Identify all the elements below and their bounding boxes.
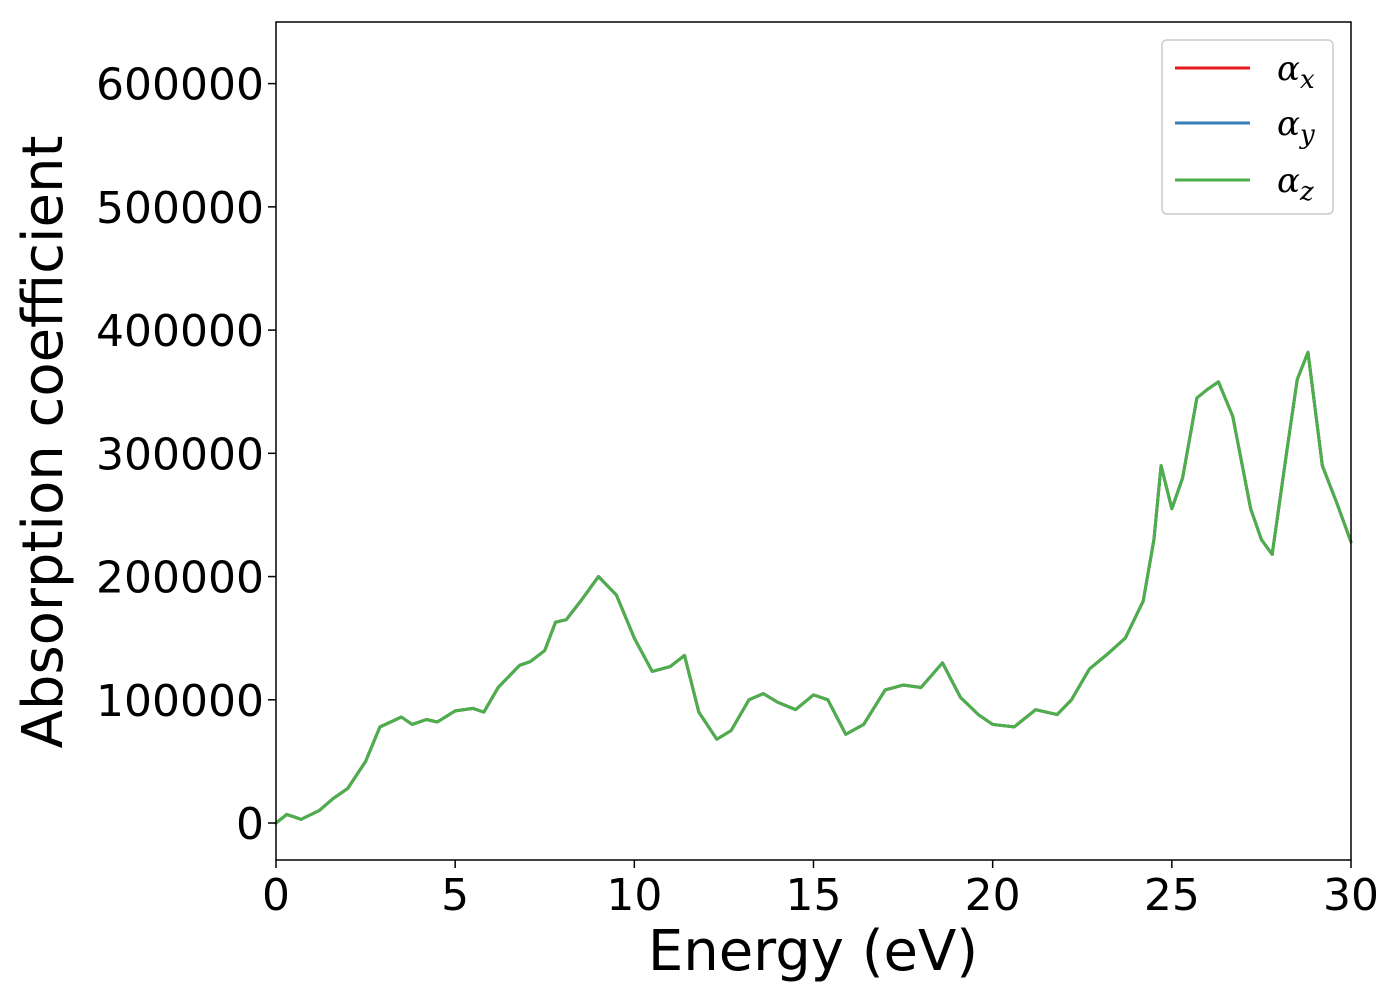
y-tick-label: 500000 bbox=[96, 183, 264, 234]
x-tick-label: 5 bbox=[441, 870, 469, 921]
y-tick-label: 400000 bbox=[96, 306, 264, 357]
y-tick-label: 100000 bbox=[96, 676, 264, 727]
y-tick-label: 300000 bbox=[96, 429, 264, 480]
x-tick-label: 25 bbox=[1144, 870, 1200, 921]
plot-frame bbox=[275, 21, 1352, 861]
y-tick-label: 200000 bbox=[96, 553, 264, 604]
x-tick-label: 20 bbox=[965, 870, 1021, 921]
y-axis-title: Absorption coefficient bbox=[11, 136, 76, 749]
x-tick-label: 15 bbox=[786, 870, 842, 921]
legend: αx αy αz bbox=[1161, 39, 1334, 215]
series-line-alpha-z bbox=[274, 350, 1353, 825]
y-axis-ticks: 0 100000 200000 300000 400000 500000 600000 bbox=[96, 60, 276, 850]
series-layer bbox=[274, 350, 1353, 825]
x-tick-label: 0 bbox=[262, 870, 290, 921]
y-tick-label: 0 bbox=[236, 799, 264, 850]
legend-label-alpha-z: αz bbox=[1277, 161, 1314, 207]
x-axis-ticks: 0 5 10 15 20 25 30 bbox=[262, 860, 1379, 921]
x-axis-title: Energy (eV) bbox=[648, 919, 978, 984]
y-tick-label: 600000 bbox=[96, 60, 264, 111]
legend-box bbox=[1161, 39, 1334, 215]
legend-label-alpha-x: αx bbox=[1277, 49, 1315, 95]
x-tick-label: 10 bbox=[606, 870, 662, 921]
legend-label-alpha-y: αy bbox=[1277, 104, 1315, 150]
x-tick-label: 30 bbox=[1323, 870, 1379, 921]
